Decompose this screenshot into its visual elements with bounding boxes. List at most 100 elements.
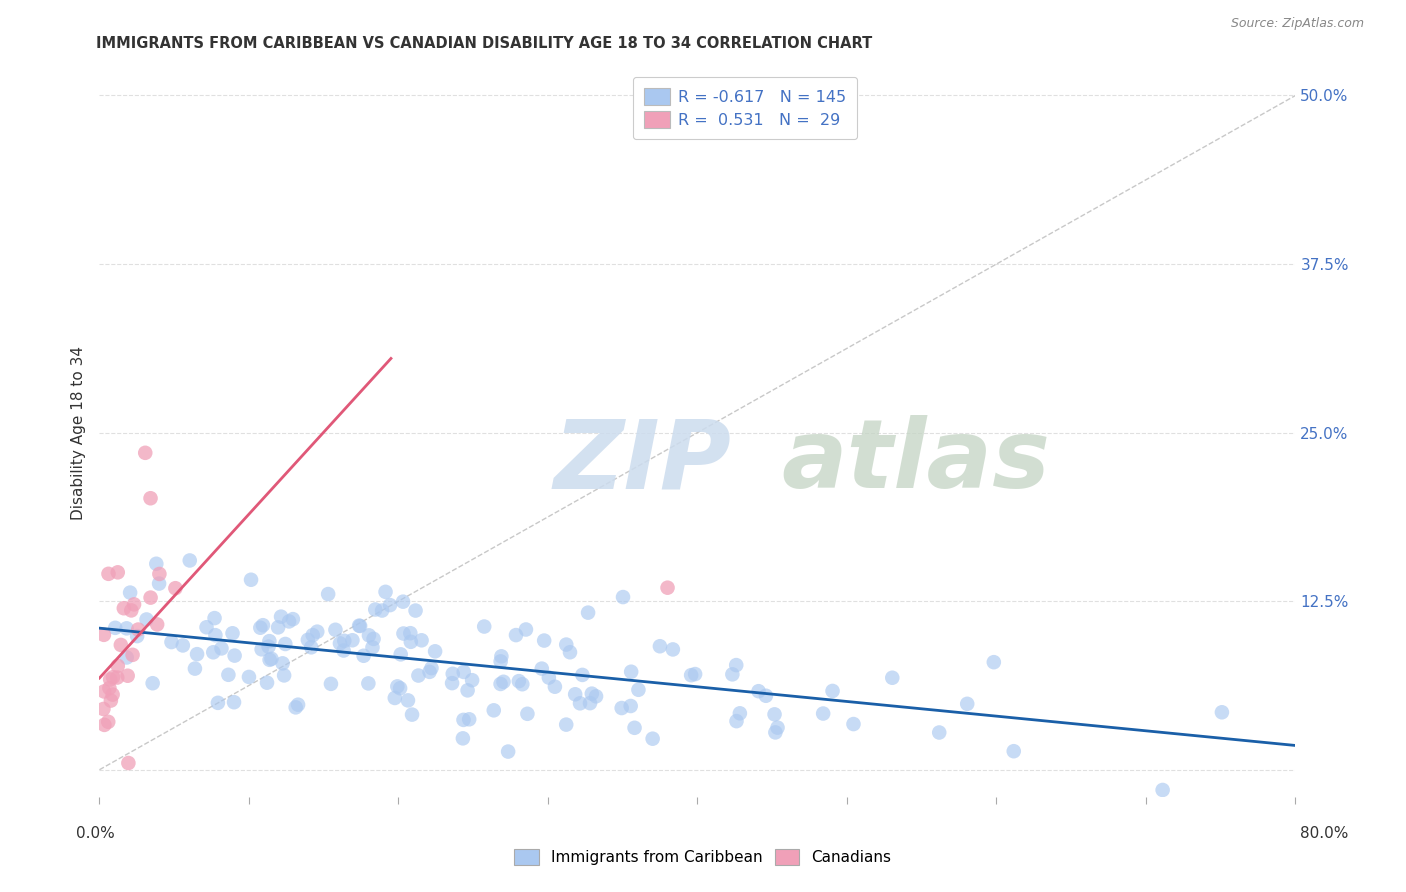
Point <box>392 626 415 640</box>
Point <box>451 731 474 746</box>
Point <box>122 598 145 612</box>
Point <box>252 618 274 632</box>
Point <box>766 721 789 735</box>
Point <box>363 632 385 646</box>
Point <box>811 706 834 721</box>
Point <box>217 667 239 681</box>
Point <box>627 682 650 697</box>
Point <box>146 617 169 632</box>
Point <box>204 628 226 642</box>
Point <box>221 626 243 640</box>
Point <box>107 658 129 673</box>
Point <box>530 662 553 676</box>
Point <box>569 696 592 710</box>
Point <box>725 714 748 728</box>
Point <box>299 640 322 655</box>
Point <box>399 626 422 640</box>
Point <box>392 595 415 609</box>
Point <box>458 712 481 726</box>
Point <box>648 639 671 653</box>
Point <box>489 654 512 668</box>
Point <box>257 640 280 654</box>
Point <box>107 566 129 580</box>
Point <box>353 648 375 663</box>
Point <box>1002 744 1025 758</box>
Point <box>281 612 304 626</box>
Point <box>342 633 364 648</box>
Point <box>821 684 844 698</box>
Point <box>576 606 599 620</box>
Point <box>307 624 329 639</box>
Y-axis label: Disability Age 18 to 34: Disability Age 18 to 34 <box>72 345 86 520</box>
Point <box>165 581 187 595</box>
Point <box>508 674 530 689</box>
Point <box>142 676 165 690</box>
Point <box>558 645 581 659</box>
Point <box>620 698 643 713</box>
Point <box>956 697 979 711</box>
Point <box>683 667 706 681</box>
Point <box>120 585 142 599</box>
Point <box>127 629 149 643</box>
Point <box>510 677 533 691</box>
Point <box>260 652 283 666</box>
Point <box>97 714 120 729</box>
Text: 0.0%: 0.0% <box>76 827 115 841</box>
Point <box>482 703 505 717</box>
Point <box>842 717 865 731</box>
Point <box>148 566 170 581</box>
Point <box>333 633 356 648</box>
Point <box>378 598 401 612</box>
Point <box>357 628 380 642</box>
Point <box>105 671 128 685</box>
Point <box>505 628 527 642</box>
Point <box>134 446 156 460</box>
Point <box>222 695 245 709</box>
Point <box>728 706 751 721</box>
Point <box>581 687 603 701</box>
Point <box>139 591 162 605</box>
Point <box>763 725 786 739</box>
Point <box>172 639 194 653</box>
Point <box>256 675 278 690</box>
Point <box>492 674 515 689</box>
Point <box>384 690 406 705</box>
Point <box>347 618 370 632</box>
Point <box>238 670 260 684</box>
Point <box>387 679 409 693</box>
Point <box>396 693 419 707</box>
Text: 80.0%: 80.0% <box>1301 827 1348 841</box>
Point <box>515 623 537 637</box>
Point <box>117 756 139 770</box>
Point <box>364 602 387 616</box>
Point <box>270 609 292 624</box>
Point <box>544 680 567 694</box>
Legend: Immigrants from Caribbean, Canadians: Immigrants from Caribbean, Canadians <box>509 843 897 871</box>
Point <box>349 619 371 633</box>
Point <box>571 668 593 682</box>
Point <box>98 681 121 695</box>
Point <box>555 717 578 731</box>
Point <box>204 611 226 625</box>
Point <box>284 700 307 714</box>
Point <box>117 669 139 683</box>
Point <box>332 643 354 657</box>
Point <box>489 677 512 691</box>
Point <box>127 623 149 637</box>
Point <box>657 581 679 595</box>
Point <box>357 676 380 690</box>
Point <box>148 576 170 591</box>
Point <box>259 653 281 667</box>
Point <box>533 633 555 648</box>
Point <box>104 621 127 635</box>
Point <box>329 636 352 650</box>
Point <box>516 706 538 721</box>
Point <box>179 553 201 567</box>
Point <box>120 603 142 617</box>
Point <box>748 684 770 698</box>
Point <box>274 637 297 651</box>
Point <box>271 657 294 671</box>
Point <box>763 707 786 722</box>
Point <box>249 621 271 635</box>
Point <box>278 615 301 629</box>
